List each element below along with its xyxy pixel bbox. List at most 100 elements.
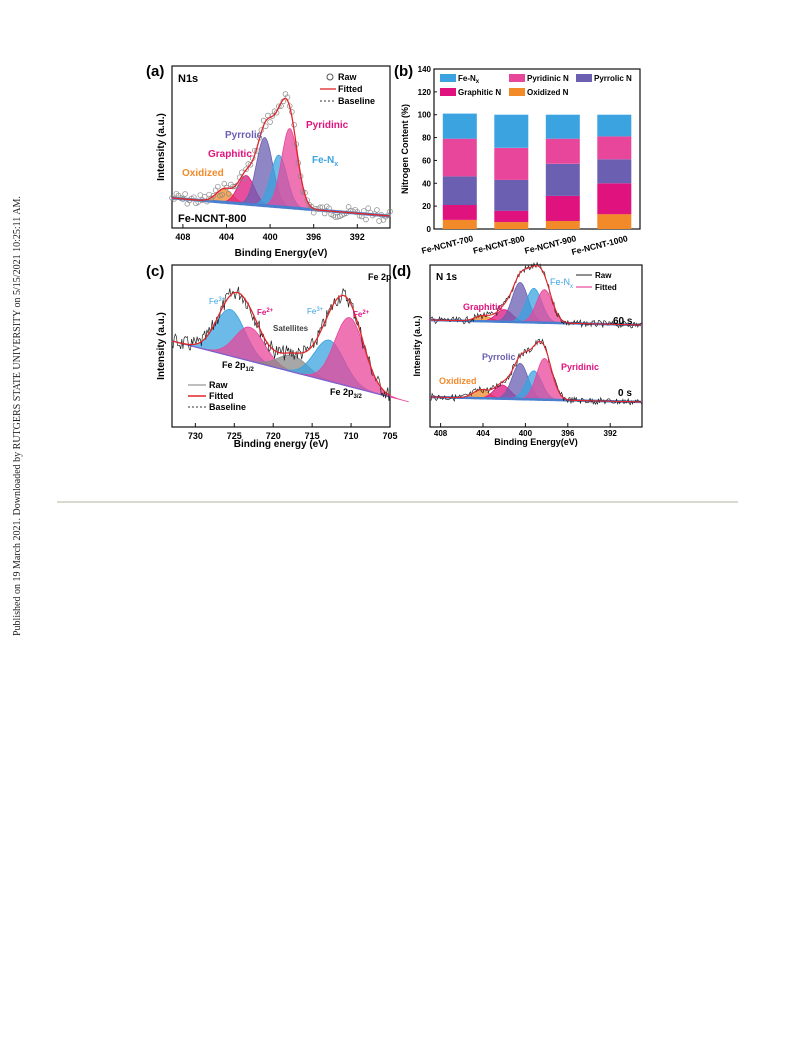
x-tick-label: 408 — [175, 232, 190, 242]
label-pyridinic: Pyridinic — [306, 120, 349, 131]
label-60s: 60 s — [613, 316, 633, 327]
panel-c-xlabel: Binding energy (eV) — [234, 439, 328, 450]
panel-d: (d) N 1s Raw Fitted Graphitic Fe-Nx Pyrr… — [392, 261, 643, 447]
bar-segment-fe-nx — [494, 114, 529, 148]
panel-a-x-ticks: 408 404 400 396 392 — [175, 224, 365, 242]
legend-c-raw: Raw — [209, 380, 229, 390]
x-tick-label: 705 — [382, 431, 397, 441]
label-satellites: Satellites — [273, 324, 309, 333]
x-tick-label: 720 — [266, 431, 281, 441]
download-notice: Published on 19 March 2021. Downloaded b… — [12, 196, 23, 636]
bar-segment-pyrrolic-n — [494, 179, 529, 211]
legend-c-fitted: Fitted — [209, 391, 234, 401]
label-graphitic: Graphitic — [208, 149, 252, 160]
y-tick-label: 120 — [418, 88, 432, 97]
panel-d-xlabel: Binding Energy(eV) — [494, 437, 578, 447]
panel-a-fitted-line — [171, 97, 391, 217]
raw-point — [387, 208, 393, 215]
x-tick-label: 400 — [519, 429, 533, 438]
panel-a-raw-points — [169, 91, 393, 224]
panel-a-peaks — [191, 128, 323, 211]
panel-c-letter: (c) — [146, 263, 164, 280]
panel-a-frame — [171, 65, 391, 229]
fitted-line — [430, 341, 642, 403]
y-tick-label: 100 — [418, 111, 432, 120]
x-tick-label: 396 — [306, 232, 321, 242]
panel-d-ylabel: Intensity (a.u.) — [412, 315, 422, 376]
category-label: Fe-NCNT-800 — [472, 233, 526, 256]
panel-b-ylabel: Nitrogen Content (%) — [400, 104, 410, 194]
y-tick-label: 20 — [422, 202, 431, 211]
bar-segment-pyridinic-n — [442, 138, 477, 177]
label-d-fe-nx: Fe-Nx — [550, 277, 573, 290]
bar-segment-fe-nx — [442, 113, 477, 139]
legend-d-fitted: Fitted — [595, 283, 617, 292]
raw-point — [374, 207, 380, 213]
bar-segment-graphitic-n — [545, 195, 580, 221]
legend-fe-nx: Fe-Nx — [458, 74, 480, 85]
category-label: Fe-NCNT-900 — [523, 233, 577, 256]
x-tick-label: 730 — [188, 431, 203, 441]
category-label: Fe-NCNT-1000 — [570, 233, 629, 257]
raw-point — [241, 175, 247, 182]
page-divider — [57, 501, 738, 503]
raw-point — [267, 119, 273, 125]
panel-d-x-ticks: 408 404 400 396 392 — [434, 423, 617, 438]
x-tick-label: 392 — [350, 232, 365, 242]
raw-point — [201, 194, 208, 200]
bar-segment-fe-nx — [597, 114, 632, 137]
bar-segment-oxidized-n — [494, 222, 529, 229]
y-tick-label: 60 — [422, 156, 431, 165]
raw-point — [247, 162, 254, 168]
fitted-line — [430, 264, 642, 326]
raw-line — [429, 338, 643, 406]
y-tick-label: 0 — [427, 225, 432, 234]
legend-oxidized-swatch — [509, 88, 525, 96]
label-fe2-right: Fe2+ — [353, 310, 370, 319]
bar-segment-pyridinic-n — [597, 136, 632, 160]
label-oxidized: Oxidized — [182, 168, 224, 179]
legend-fe-nx-swatch — [440, 74, 456, 82]
label-0s: 0 s — [618, 388, 632, 399]
label-d-oxidized: Oxidized — [439, 376, 477, 386]
bar-segment-graphitic-n — [442, 205, 477, 220]
panel-c-ylabel: Intensity (a.u.) — [156, 312, 167, 380]
panel-c-title: Fe 2p — [368, 272, 392, 282]
bar-segment-oxidized-n — [442, 219, 477, 229]
x-tick-label: 400 — [263, 232, 278, 242]
raw-point — [308, 203, 315, 210]
y-tick-label: 80 — [422, 134, 431, 143]
label-fe-nx: Fe-Nx — [312, 155, 338, 168]
figure-svg: (a) N1s Fe-NCNT-800 Raw Fitted Baseline … — [146, 63, 643, 450]
bar-segment-graphitic-n — [494, 210, 529, 223]
legend-pyridinic: Pyridinic N — [527, 74, 569, 83]
panel-a-ylabel: Intensity (a.u.) — [156, 113, 167, 181]
bar-segment-pyrrolic-n — [597, 159, 632, 184]
panel-b-x-ticks: Fe-NCNT-700Fe-NCNT-800Fe-NCNT-900Fe-NCNT… — [420, 233, 629, 257]
y-tick-label: 40 — [422, 179, 431, 188]
label-fe2p12: Fe 2p1/2 — [222, 360, 255, 373]
raw-point — [269, 113, 276, 119]
label-d-pyridinic: Pyridinic — [561, 362, 599, 372]
bar-segment-pyridinic-n — [494, 147, 529, 180]
x-tick-label: 408 — [434, 429, 448, 438]
panel-a: (a) N1s Fe-NCNT-800 Raw Fitted Baseline … — [146, 63, 393, 259]
bar-segment-pyrrolic-n — [442, 176, 477, 205]
label-fe3-right: Fe3+ — [307, 307, 324, 316]
raw-point — [304, 197, 310, 203]
panel-a-letter: (a) — [146, 63, 164, 80]
label-fe2-left: Fe2+ — [257, 308, 274, 317]
publication-sidebar: Published on 19 March 2021. Downloaded b… — [2, 0, 23, 1039]
legend-graphitic: Graphitic N — [458, 88, 501, 97]
legend-raw-marker — [326, 73, 334, 81]
label-d-pyrrolic: Pyrrolic — [482, 352, 516, 362]
legend-raw: Raw — [338, 72, 358, 82]
legend-d-raw: Raw — [595, 271, 612, 280]
legend-c-baseline: Baseline — [209, 402, 246, 412]
panel-c: (c) Fe 2p Fe3+ Fe2+ Satellites Fe3+ Fe2+… — [146, 263, 409, 450]
panel-a-xlabel: Binding Energy(eV) — [235, 248, 328, 259]
panel-c-baseline — [171, 340, 391, 398]
x-tick-label: 715 — [305, 431, 320, 441]
x-tick-label: 396 — [561, 429, 575, 438]
